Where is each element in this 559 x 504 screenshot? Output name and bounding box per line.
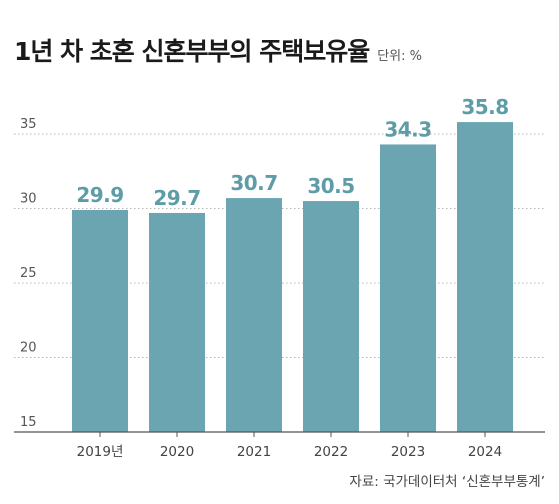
y-tick-label: 30	[20, 192, 37, 207]
y-tick-label: 15	[20, 415, 37, 430]
x-tick-label: 2022	[314, 444, 348, 460]
bar	[226, 198, 282, 432]
data-label: 29.9	[76, 183, 123, 207]
x-tick-label: 2023	[391, 444, 425, 460]
y-tick-label: 25	[20, 266, 37, 281]
chart-header: 1년 차 초혼 신혼부부의 주택보유율 단위: %	[14, 32, 422, 68]
x-tick-label: 2021	[237, 444, 271, 460]
bar	[149, 212, 205, 432]
x-tick-label: 2020	[160, 444, 194, 460]
y-tick-label: 20	[20, 341, 37, 356]
y-tick-label: 35	[20, 117, 37, 132]
bar	[457, 122, 513, 432]
chart-title: 1년 차 초혼 신혼부부의 주택보유율	[14, 37, 370, 66]
x-tick-label: 2019년	[77, 444, 124, 460]
bar	[72, 209, 128, 432]
bar	[303, 201, 359, 432]
data-label: 35.8	[461, 95, 508, 119]
x-tick-label: 2024	[468, 444, 502, 460]
data-label: 34.3	[384, 117, 431, 141]
data-label: 30.5	[307, 174, 354, 198]
data-label: 30.7	[230, 171, 277, 195]
data-label: 29.7	[153, 186, 200, 210]
source-note: 자료: 국가데이터처 ‘신혼부부통계’	[349, 474, 545, 490]
bar	[380, 144, 436, 432]
unit-label: 단위: %	[377, 49, 423, 64]
